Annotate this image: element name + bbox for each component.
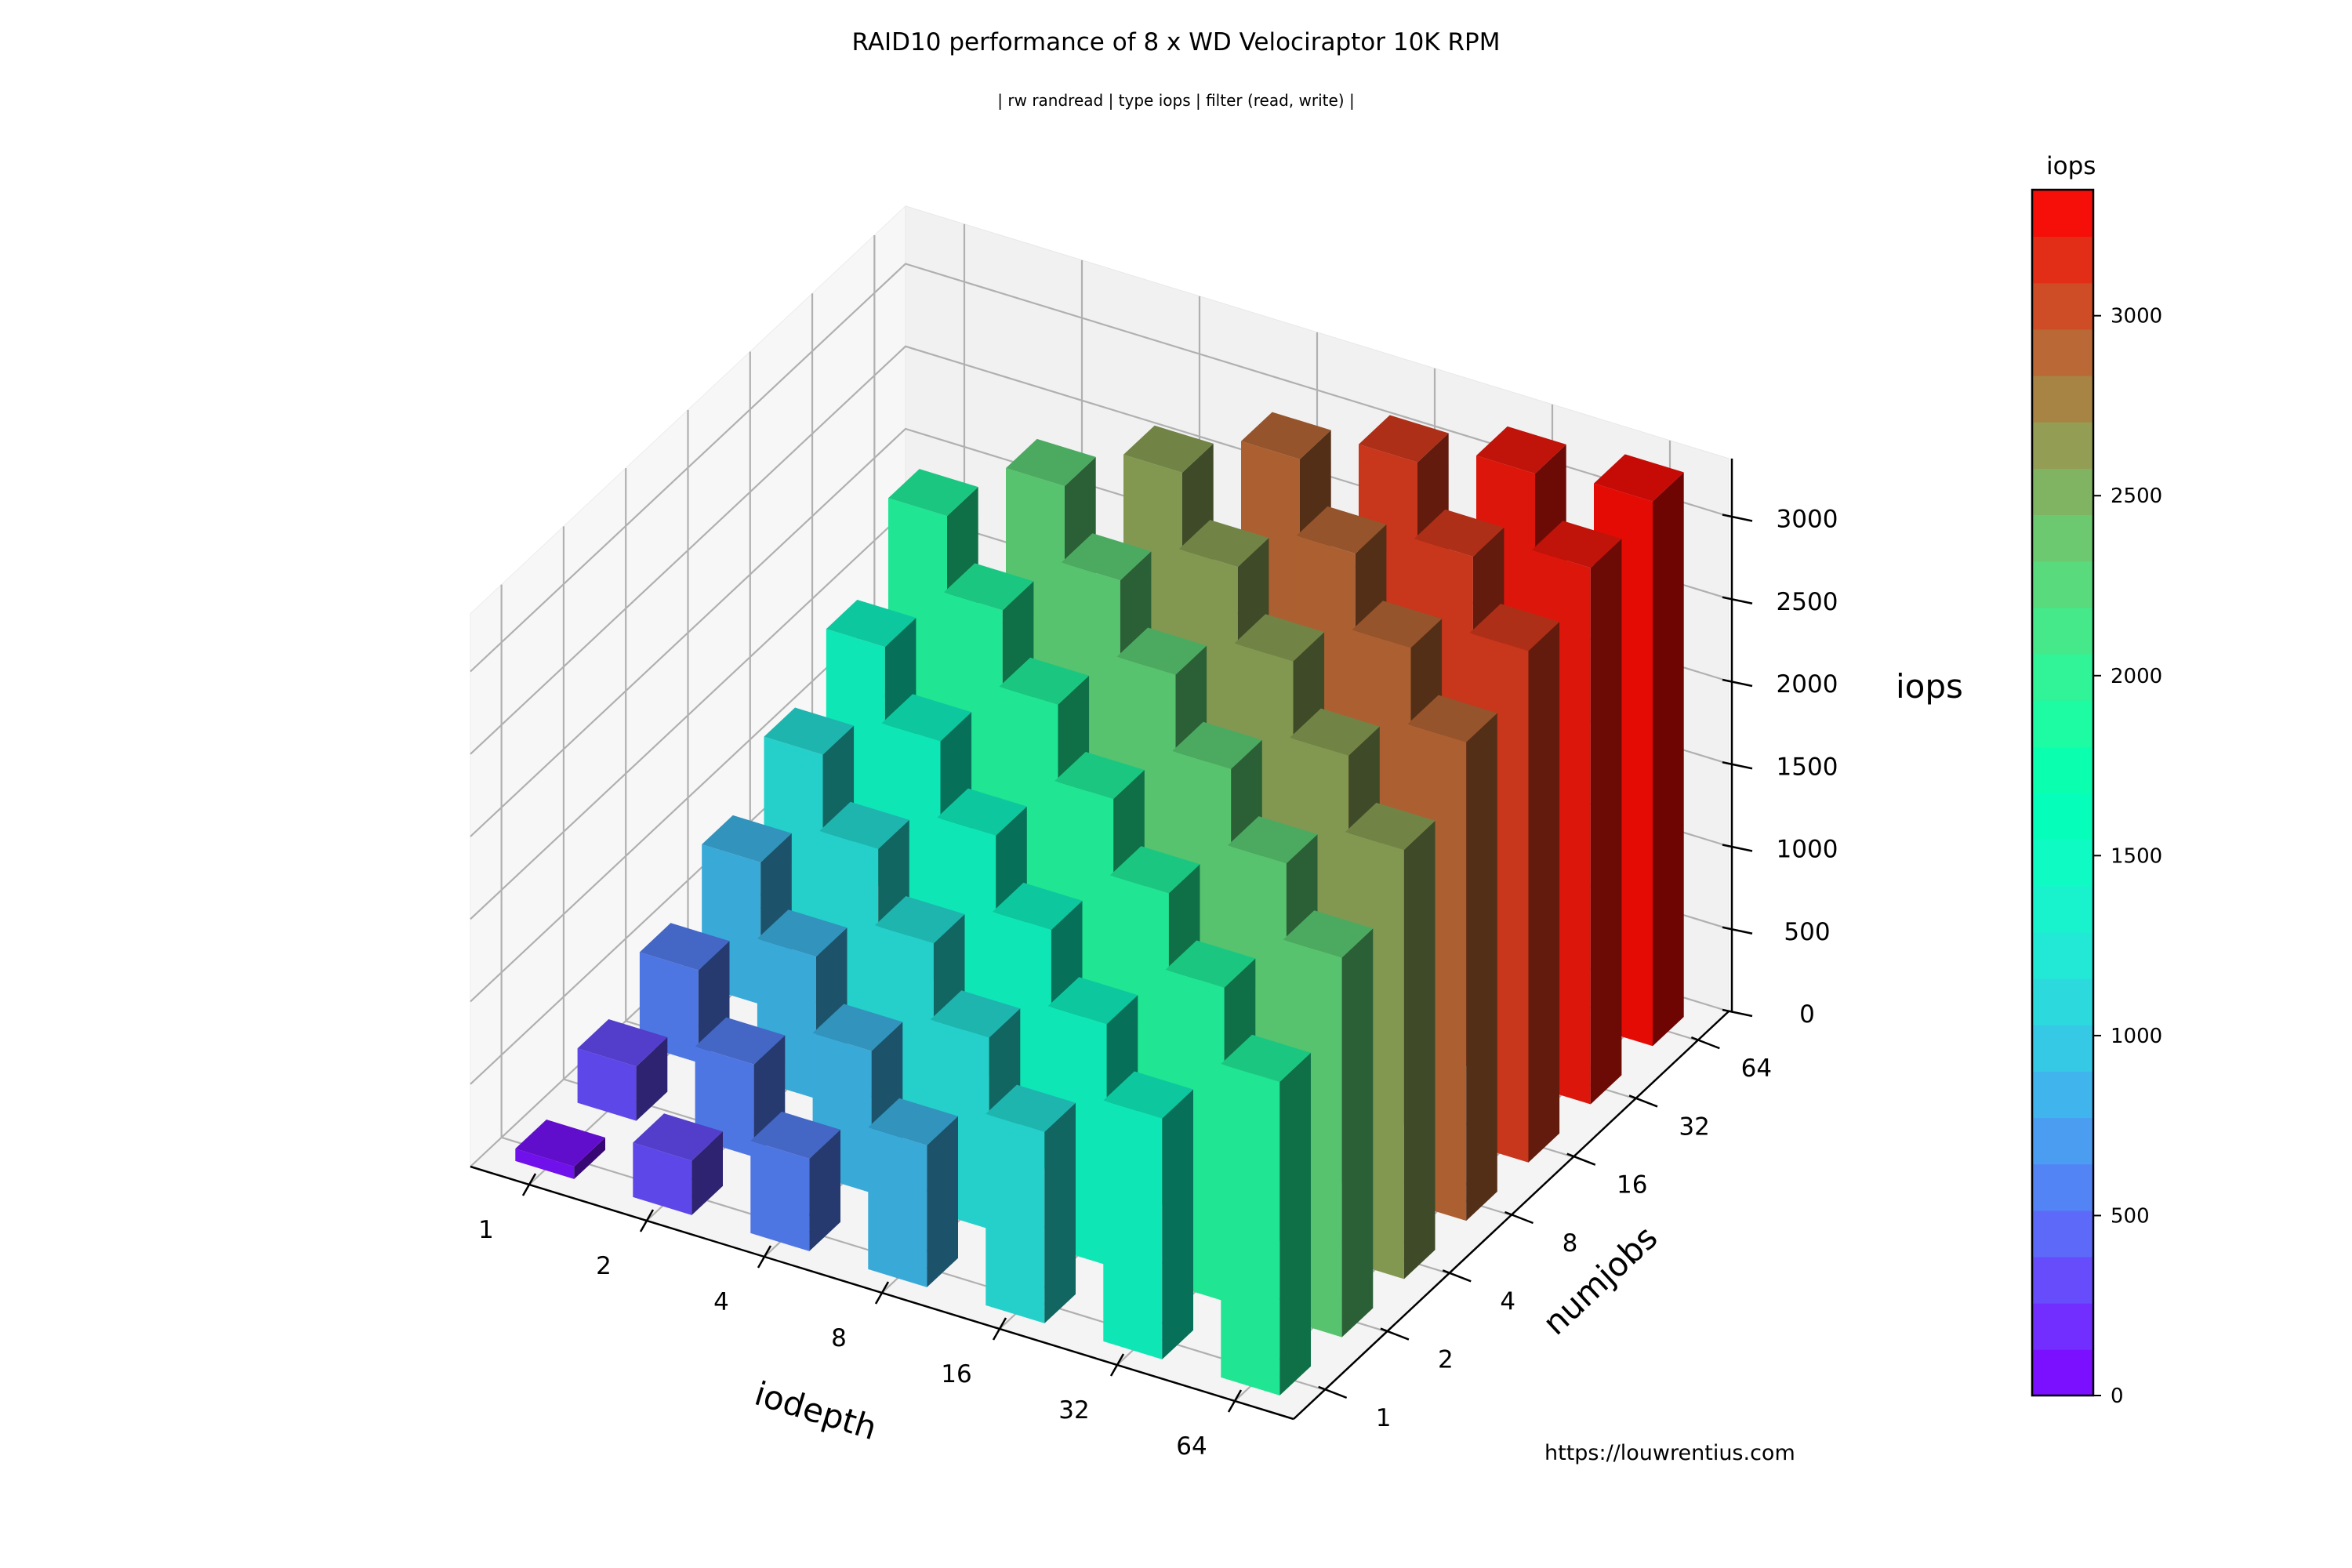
bar — [577, 1019, 668, 1121]
colorbar: iops 0 500 1000 1500 2000 2500 3000 — [2031, 152, 2162, 1408]
x-tick-label: 4 — [713, 1288, 729, 1316]
colorbar-tick-label: 2500 — [2111, 485, 2162, 508]
z-tick-label: 3000 — [1777, 506, 1838, 534]
bar — [633, 1113, 723, 1215]
chart-title: RAID10 performance of 8 x WD Velocirapto… — [851, 28, 1501, 56]
y-tick-label: 32 — [1679, 1112, 1709, 1141]
z-tick-label: 500 — [1784, 918, 1830, 946]
bar — [1283, 910, 1374, 1338]
y-axis-label: numjobs — [1535, 1218, 1664, 1343]
colorbar-tick-label: 2000 — [2111, 665, 2162, 688]
colorbar-tick-label: 500 — [2111, 1204, 2150, 1228]
colorbar-tick-label: 0 — [2111, 1385, 2124, 1408]
bar — [515, 1120, 605, 1179]
chart-subtitle: | rw randread | type iops | filter (read… — [997, 91, 1355, 110]
z-tick-label: 2000 — [1777, 670, 1838, 699]
bar — [868, 1098, 958, 1287]
y-tick-label: 16 — [1617, 1171, 1647, 1200]
bar — [985, 1084, 1076, 1323]
colorbar-label: iops — [2046, 152, 2096, 180]
axes: 1 2 4 8 16 32 64 1 2 4 8 16 32 64 0 500 1000 1500 2000 2500… — [470, 458, 1838, 1461]
x-axis-label: iodepth — [750, 1374, 881, 1448]
x-tick-label: 2 — [596, 1252, 612, 1280]
x-tick-label: 8 — [831, 1324, 847, 1352]
x-tick-label: 64 — [1176, 1432, 1207, 1461]
x-tick-label: 1 — [478, 1216, 494, 1244]
bar — [1103, 1071, 1193, 1359]
colorbar-tick-label: 3000 — [2111, 305, 2162, 328]
y-tick-label: 8 — [1563, 1229, 1578, 1258]
z-tick-label: 1500 — [1777, 753, 1838, 781]
z-tick-label: 1000 — [1777, 836, 1838, 864]
y-tick-label: 2 — [1438, 1346, 1454, 1374]
z-axis-label: iops — [1896, 667, 1963, 706]
colorbar-tick-label: 1500 — [2111, 844, 2162, 868]
colorbar-tick-label: 1000 — [2111, 1025, 2162, 1048]
y-tick-label: 64 — [1741, 1054, 1772, 1083]
z-tick-label: 0 — [1799, 1000, 1815, 1029]
colorbar-frame — [2031, 188, 2095, 1397]
x-tick-label: 16 — [941, 1360, 971, 1388]
x-tick-label: 32 — [1058, 1396, 1089, 1425]
z-tick-label: 2500 — [1777, 588, 1838, 616]
bar — [1221, 1034, 1311, 1396]
source-url: https://louwrentius.com — [1544, 1441, 1795, 1465]
y-tick-label: 1 — [1376, 1404, 1392, 1432]
bars — [515, 412, 1684, 1396]
y-tick-label: 4 — [1500, 1287, 1515, 1316]
bar — [750, 1111, 840, 1251]
